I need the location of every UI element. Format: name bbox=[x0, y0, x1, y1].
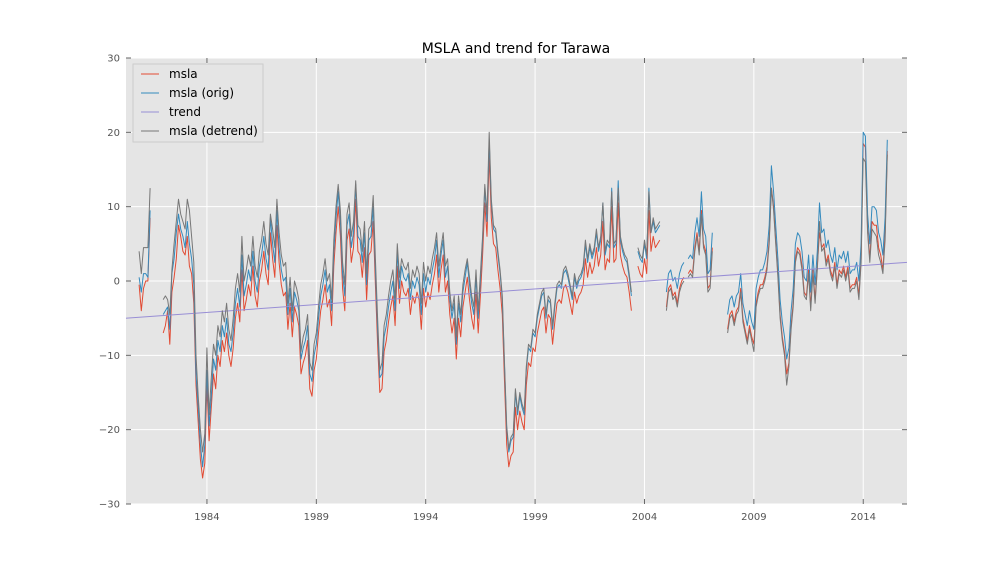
y-tick-label: −10 bbox=[99, 351, 120, 362]
legend-box bbox=[132, 63, 264, 143]
legend-label-msla-orig: msla (orig) bbox=[169, 86, 234, 100]
y-tick-label: 10 bbox=[107, 202, 120, 213]
x-tick-label: 2004 bbox=[632, 512, 657, 523]
y-tick-label: −20 bbox=[99, 425, 120, 436]
series-line-msla-detrend bbox=[138, 131, 888, 453]
legend-label-trend: trend bbox=[169, 105, 201, 119]
data-lines bbox=[125, 131, 908, 479]
y-tick-label: 0 bbox=[114, 277, 120, 288]
x-tick-label: 1989 bbox=[304, 512, 329, 523]
x-tick-label: 1999 bbox=[522, 512, 547, 523]
legend-label-msla: msla bbox=[169, 67, 198, 81]
legend-label-msla-detrend: msla (detrend) bbox=[169, 124, 258, 138]
x-axis: 1984 1989 1994 1999 2004 2009 2014 bbox=[194, 512, 876, 523]
x-tick-label: 1984 bbox=[194, 512, 219, 523]
y-tick-label: 20 bbox=[107, 128, 120, 139]
legend: msla msla (orig) trend msla (detrend) bbox=[132, 63, 264, 143]
y-tick-label: 30 bbox=[107, 54, 120, 65]
axis-ticks bbox=[126, 57, 907, 505]
series-line-msla bbox=[138, 143, 888, 479]
series-line-trend bbox=[125, 261, 908, 319]
chart-title: MSLA and trend for Tarawa bbox=[422, 41, 611, 57]
y-tick-label: −30 bbox=[99, 500, 120, 511]
x-tick-label: 2014 bbox=[851, 512, 876, 523]
y-axis: −30 −20 −10 0 10 20 30 bbox=[99, 54, 120, 511]
x-tick-label: 1994 bbox=[413, 512, 438, 523]
x-tick-label: 2009 bbox=[741, 512, 766, 523]
